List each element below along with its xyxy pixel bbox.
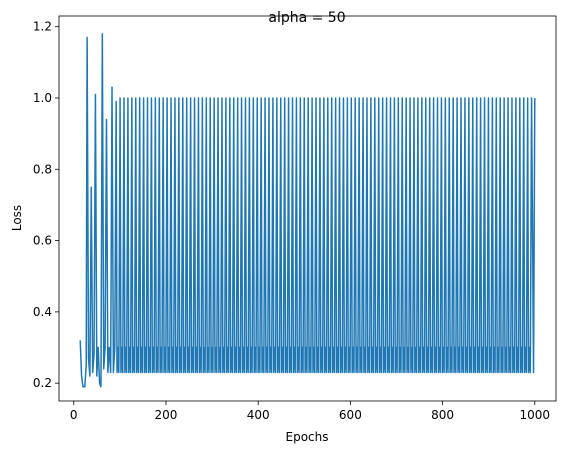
x-tick-label: 800 <box>431 408 454 422</box>
y-axis: 0.2 0.4 0.6 0.8 1.0 1.2 <box>33 20 59 390</box>
y-tick-label: 1.2 <box>33 20 52 34</box>
y-tick-label: 0.6 <box>33 234 52 248</box>
x-tick-label: 600 <box>339 408 362 422</box>
chart-title: alpha = 50 <box>268 10 345 26</box>
y-tick-label: 1.0 <box>33 91 52 105</box>
x-axis-label: Epochs <box>286 430 329 444</box>
x-tick-label: 200 <box>155 408 178 422</box>
x-axis: 0 200 400 600 800 1000 <box>70 401 550 422</box>
series-layer <box>79 33 536 388</box>
x-tick-label: 0 <box>70 408 78 422</box>
loss-series-line <box>79 33 536 388</box>
y-axis-label: Loss <box>10 205 24 231</box>
plot-frame <box>58 15 557 402</box>
y-tick-label: 0.2 <box>33 376 52 390</box>
x-tick-label: 1000 <box>520 408 551 422</box>
y-tick-label: 0.4 <box>33 305 52 319</box>
y-tick-label: 0.8 <box>33 162 52 176</box>
x-tick-label: 400 <box>247 408 270 422</box>
